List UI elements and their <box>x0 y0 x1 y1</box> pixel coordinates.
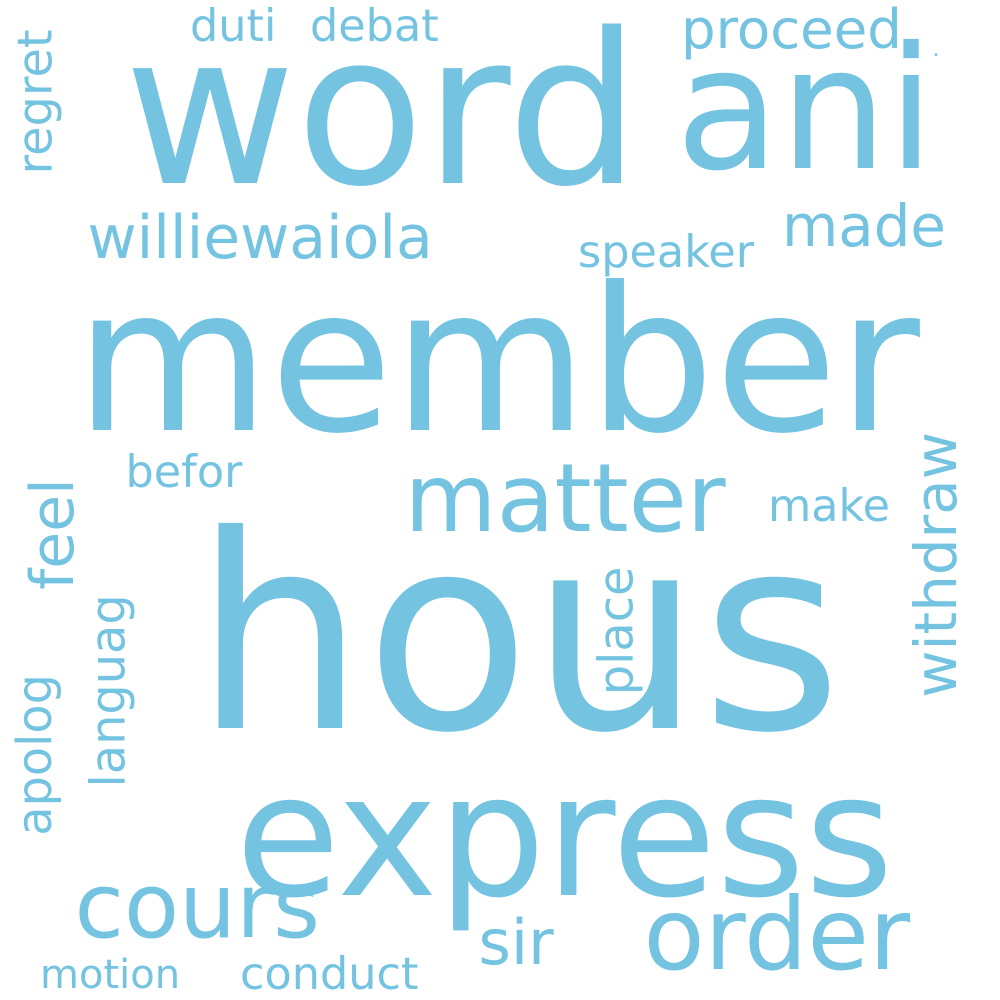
word-made: made <box>782 192 946 260</box>
word-williewaiola: williewaiola <box>87 203 433 273</box>
word-matter: matter <box>404 444 726 554</box>
word-befor: befor <box>125 446 243 498</box>
word-proceed: proceed <box>681 0 902 61</box>
word-feel: feel <box>17 478 88 590</box>
word-sir: sir <box>478 906 554 979</box>
word-conduct: conduct <box>240 948 419 1000</box>
word-withdraw: withdraw <box>901 432 970 698</box>
word-member: member <box>75 245 920 478</box>
word-make: make <box>768 481 890 532</box>
word-regret: regret <box>8 29 64 175</box>
word-apolog: apolog <box>7 674 63 836</box>
word-ani: ani <box>675 11 935 209</box>
word-order: order <box>643 876 911 993</box>
word-word: word <box>124 0 641 233</box>
word-hous: hous <box>194 477 843 792</box>
word-motion: motion <box>40 952 181 998</box>
word-debat: debat <box>310 0 439 52</box>
word-express: express <box>235 738 894 936</box>
word-speaker: speaker <box>578 226 755 278</box>
word-duti: duti <box>190 0 277 52</box>
word-languag: languag <box>81 593 137 787</box>
word-cours: cours <box>74 854 320 959</box>
word-place: place <box>588 566 644 696</box>
word-period: . <box>932 36 940 62</box>
